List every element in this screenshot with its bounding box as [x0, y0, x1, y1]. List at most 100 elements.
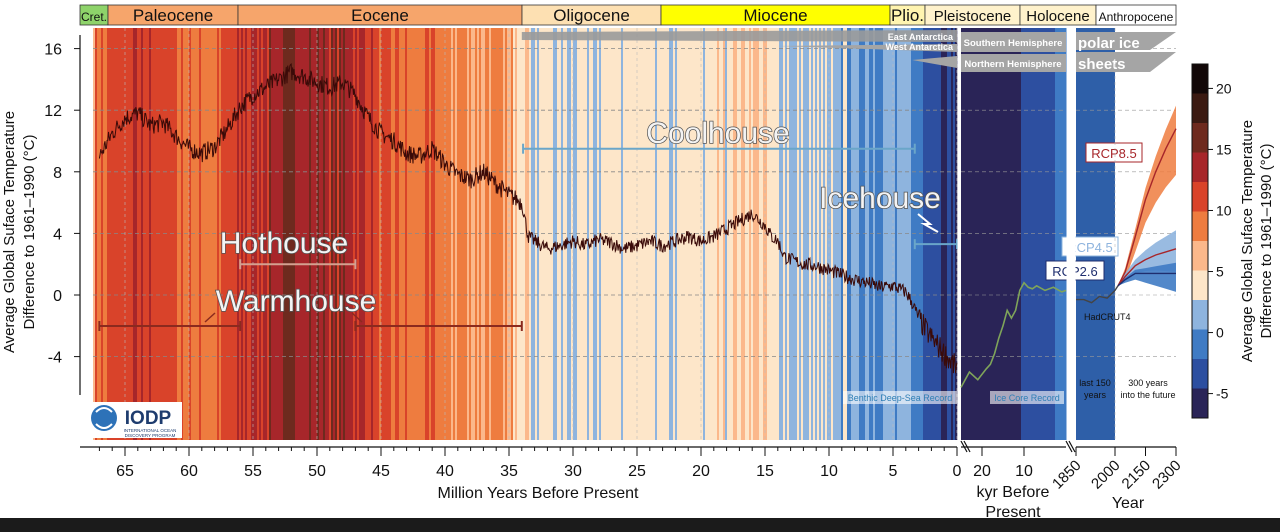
stripe [265, 28, 268, 440]
stripe [147, 28, 150, 440]
colorbar-cell [1192, 270, 1208, 300]
stripe [1015, 28, 1018, 440]
stripe [659, 28, 662, 440]
colorbar-cell [1192, 211, 1208, 241]
stripe [115, 28, 118, 440]
colorbar-tick-label: 5 [1216, 264, 1224, 280]
stripe [541, 28, 544, 440]
stripe [123, 28, 126, 440]
stripe [833, 28, 836, 440]
stripe [859, 28, 862, 440]
stripe [297, 28, 300, 440]
stripe [453, 28, 456, 440]
stripe [627, 28, 630, 440]
stripe [109, 28, 112, 440]
stripe [111, 28, 114, 440]
stripe [397, 28, 400, 440]
axis-break [1065, 440, 1076, 453]
y-tick-label: 8 [53, 165, 62, 182]
stripe [755, 28, 758, 440]
stripe [471, 28, 474, 440]
stripe [903, 28, 906, 440]
stripe [301, 28, 304, 440]
kyr-tick-label: 20 [973, 463, 991, 480]
stripe [183, 28, 186, 440]
y-tick-label: 0 [53, 288, 62, 305]
stripe [921, 28, 924, 440]
stripe [937, 28, 940, 440]
x-tick-label: 50 [308, 463, 326, 480]
stripe [133, 28, 136, 440]
stripe [987, 28, 990, 440]
rcp45-band [1118, 230, 1176, 286]
colorbar-cell [1192, 359, 1208, 389]
stripe [103, 28, 106, 440]
stripe [415, 28, 418, 440]
stripe [625, 28, 628, 440]
hadcrut-label: HadCRUT4 [1084, 312, 1131, 322]
stripe [819, 28, 822, 440]
stripe [319, 28, 322, 440]
stripe [597, 28, 600, 440]
stripe [1055, 28, 1058, 440]
stripe [701, 28, 704, 440]
stripe [351, 28, 354, 440]
colorbar-cell [1192, 329, 1208, 359]
warmhouse-label: Warmhouse [216, 285, 377, 318]
stripe [883, 28, 886, 440]
stripe [821, 28, 824, 440]
epoch-label: Paleocene [133, 6, 213, 25]
stripe [261, 28, 264, 440]
stripe [837, 28, 840, 440]
stripe [847, 28, 850, 440]
east-antarctica-bar [521, 30, 957, 42]
stripe [321, 28, 324, 440]
stripe [373, 28, 376, 440]
stripe [795, 28, 798, 440]
stripe [135, 28, 138, 440]
colorbar-tick-label: 10 [1216, 202, 1232, 218]
stripe [607, 28, 610, 440]
stripe [537, 28, 540, 440]
stripe [631, 28, 634, 440]
stripe [663, 28, 666, 440]
stripe [157, 28, 160, 440]
stripe [495, 28, 498, 440]
stripe [911, 28, 914, 440]
stripe [857, 28, 860, 440]
stripe [637, 28, 640, 440]
year-tick-label: 1850 [1049, 457, 1085, 493]
x-axis-kyr: 20 10 kyr Before Present [960, 440, 1076, 521]
stripe [475, 28, 478, 440]
stripe [561, 28, 564, 440]
stripe [331, 28, 334, 440]
stripe [479, 28, 482, 440]
stripe [851, 28, 854, 440]
stripe [835, 28, 838, 440]
stripe [347, 28, 350, 440]
stripe [169, 28, 172, 440]
stripe [947, 28, 950, 440]
stripe [391, 28, 394, 440]
stripe [517, 28, 520, 440]
stripe [661, 28, 664, 440]
stripe [967, 28, 970, 440]
stripe [505, 28, 508, 440]
stripe [739, 28, 742, 440]
stripe [163, 28, 166, 440]
stripe [443, 28, 446, 440]
stripe [483, 28, 486, 440]
stripe [899, 28, 902, 440]
stripe [307, 28, 310, 440]
stripe [245, 28, 248, 440]
regimes: Coolhouse Icehouse Hothouse Warmhouse [98, 116, 958, 331]
stripe [515, 28, 518, 440]
stripe [801, 28, 804, 440]
stripe [619, 28, 622, 440]
stripe [1027, 28, 1030, 440]
stripe [405, 28, 408, 440]
stripe [573, 28, 576, 440]
stripe [401, 28, 404, 440]
